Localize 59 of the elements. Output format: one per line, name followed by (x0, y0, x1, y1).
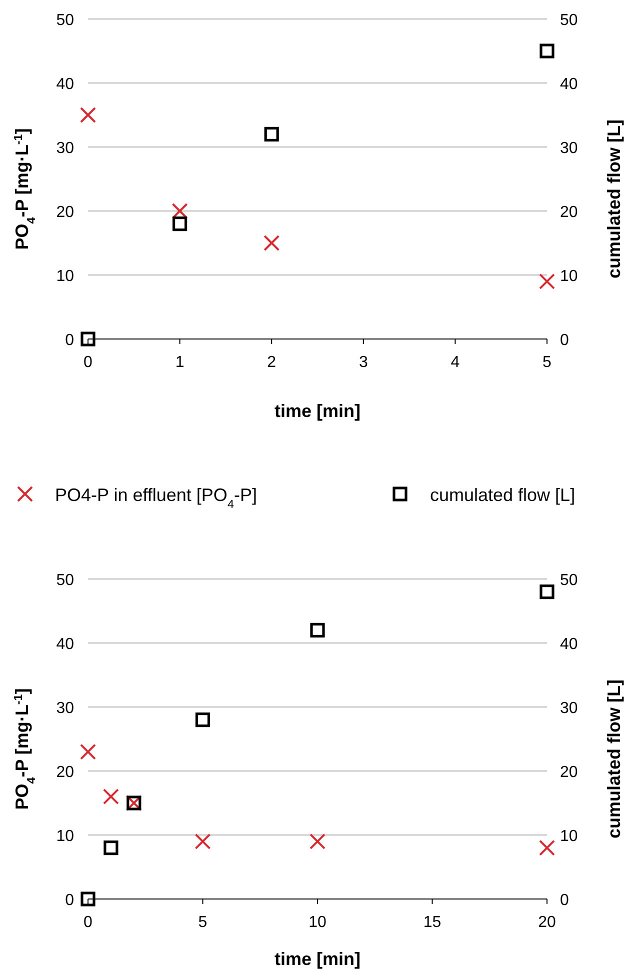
x-tick-label: 5 (198, 914, 208, 931)
y2-axis-title: cumulated flow [L] (604, 680, 624, 838)
y2-tick-label: 10 (560, 268, 578, 285)
legend-label: PO4-P in effluent [PO$_{4}$-P] (55, 485, 257, 510)
y2-tick-label: 40 (560, 636, 578, 653)
point (102, 788, 119, 805)
point (80, 107, 96, 123)
y-tick-label: 40 (56, 76, 74, 93)
y2-tick-label: 20 (560, 204, 578, 221)
y-tick-label: 30 (56, 700, 74, 717)
x-tick-label: 0 (84, 354, 93, 371)
x-tick-label: 5 (542, 354, 552, 371)
point (104, 840, 118, 856)
legend-label: cumulated flow [L] (430, 485, 576, 505)
y2-tick-label: 0 (560, 332, 569, 349)
point (540, 584, 554, 600)
point (172, 216, 188, 232)
point (539, 273, 555, 290)
point (310, 622, 325, 638)
y-tick-label: 50 (56, 572, 74, 589)
point (264, 235, 280, 251)
point (310, 833, 326, 850)
x-tick-label: 1 (175, 354, 184, 371)
point (80, 892, 96, 906)
y-tick-label: 10 (56, 268, 74, 285)
y2-tick-label: 10 (560, 828, 578, 845)
x-tick-label: 4 (450, 354, 460, 371)
point (264, 126, 279, 142)
y-tick-label: 0 (65, 892, 74, 909)
y2-tick-label: 30 (560, 140, 578, 157)
point (80, 332, 96, 346)
x-tick-label: 10 (308, 914, 326, 931)
y2-tick-label: 50 (560, 12, 578, 29)
y-tick-label: 40 (56, 636, 74, 653)
y2-tick-label: 50 (560, 572, 578, 589)
x-tick-label: 0 (84, 914, 93, 931)
y-tick-label: 50 (56, 12, 74, 29)
y2-tick-label: 0 (560, 892, 569, 909)
x-tick-label: 2 (267, 354, 276, 371)
point (195, 712, 210, 728)
y2-tick-label: 20 (560, 764, 578, 781)
y-tick-label: 20 (56, 204, 74, 221)
y-tick-label: 30 (56, 140, 74, 157)
point (172, 203, 188, 219)
y-tick-label: 0 (65, 332, 74, 349)
point (539, 840, 555, 856)
y-tick-label: 10 (56, 828, 74, 845)
point (80, 744, 96, 760)
x-tick-label: 3 (358, 354, 368, 371)
y2-axis-title: cumulated flow [L] (604, 120, 624, 278)
x-axis-title: time [min] (274, 401, 361, 421)
x-axis-title: time [min] (274, 949, 361, 969)
x-tick-label: 20 (538, 914, 556, 931)
y-tick-label: 20 (56, 764, 74, 781)
point (540, 44, 554, 58)
y2-tick-label: 30 (560, 700, 578, 717)
y2-tick-label: 40 (560, 76, 578, 93)
point (194, 833, 211, 850)
x-tick-label: 15 (423, 914, 442, 931)
